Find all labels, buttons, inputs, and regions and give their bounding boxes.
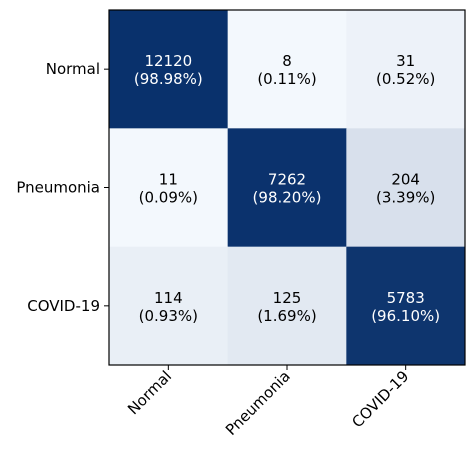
- cell-percent-label: (96.10%): [371, 307, 440, 325]
- y-tick-label: Pneumonia: [16, 179, 100, 197]
- x-tick-label: Normal: [124, 367, 175, 418]
- cell-percent-label: (0.09%): [139, 189, 198, 207]
- cell-count-label: 11: [159, 171, 178, 189]
- cell-count-label: 114: [154, 289, 183, 307]
- heatmap-cells: [109, 10, 466, 366]
- y-axis-ticks: Normal Pneumonia COVID-19: [16, 60, 109, 315]
- heatmap-cell-r2-c2: [346, 246, 466, 366]
- heatmap-cell-r0-c0: [109, 10, 229, 129]
- heatmap-cell-r0-c1: [227, 10, 347, 129]
- cell-percent-label: (98.20%): [253, 189, 322, 207]
- heatmap-cell-r2-c0: [109, 246, 229, 366]
- cell-count-label: 12120: [144, 52, 192, 70]
- cell-labels: 12120(98.98%) 8(0.11%) 31(0.52%) 11(0.09%) 7…: [134, 52, 440, 325]
- cell-percent-label: (0.93%): [139, 307, 198, 325]
- y-tick-label: Normal: [46, 60, 100, 78]
- heatmap-cell-r0-c2: [346, 10, 466, 129]
- cell-percent-label: (0.11%): [257, 70, 316, 88]
- cell-percent-label: (0.52%): [376, 70, 435, 88]
- heatmap-cell-r1-c1: [227, 128, 347, 248]
- cell-percent-label: (98.98%): [134, 70, 203, 88]
- heatmap-cell-r1-c0: [109, 128, 229, 248]
- cell-count-label: 5783: [387, 289, 425, 307]
- y-tick-label: COVID-19: [27, 297, 100, 315]
- cell-count-label: 8: [282, 52, 292, 70]
- x-tick-label: Pneumonia: [222, 367, 294, 439]
- x-axis-ticks: Normal Pneumonia COVID-19: [124, 365, 412, 439]
- cell-count-label: 31: [396, 52, 415, 70]
- x-tick-label: COVID-19: [348, 367, 412, 431]
- cell-count-label: 125: [273, 289, 302, 307]
- cell-percent-label: (3.39%): [376, 189, 435, 207]
- heatmap-cell-r2-c1: [227, 246, 347, 366]
- cell-percent-label: (1.69%): [257, 307, 316, 325]
- cell-count-label: 204: [391, 171, 420, 189]
- heatmap-cell-r1-c2: [346, 128, 466, 248]
- cell-count-label: 7262: [268, 171, 306, 189]
